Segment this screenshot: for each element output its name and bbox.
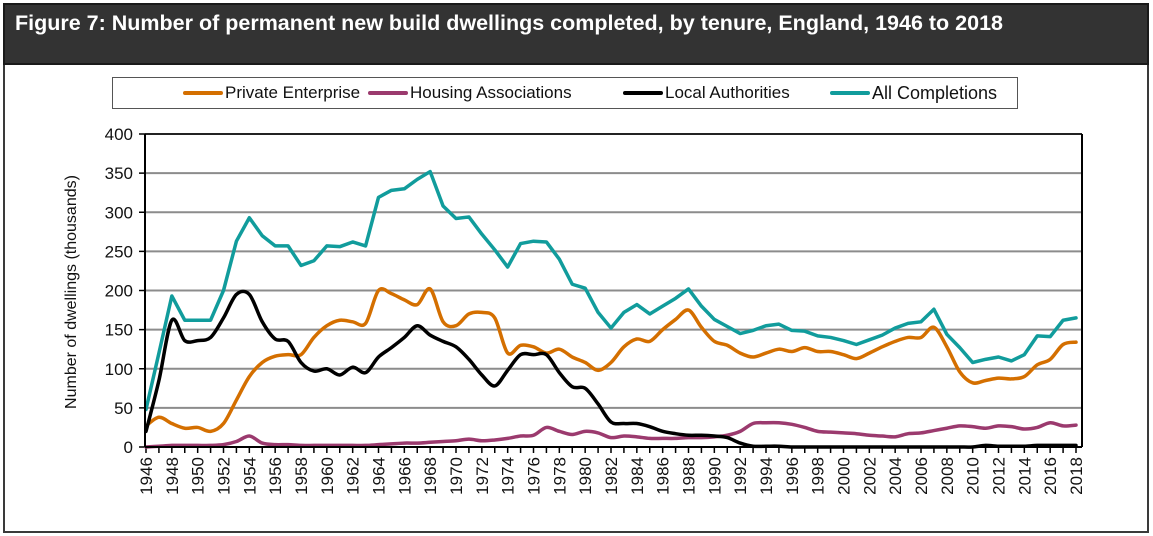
x-tick-label: 1964 <box>370 457 389 495</box>
y-tick-label: 150 <box>105 321 133 340</box>
y-tick-label: 300 <box>105 203 133 222</box>
x-tick-label: 1994 <box>757 457 776 495</box>
x-tick-label: 1980 <box>576 457 595 495</box>
legend-item-local-authorities: Local Authorities <box>623 78 790 108</box>
x-tick-label: 1974 <box>499 457 518 495</box>
x-tick-label: 2004 <box>886 457 905 495</box>
axes <box>144 133 1083 448</box>
x-tick-label: 1996 <box>783 457 802 495</box>
y-tick-label: 400 <box>105 125 133 144</box>
legend-swatch-private-enterprise <box>183 91 223 95</box>
x-tick-label: 1990 <box>705 457 724 495</box>
x-tick-label: 1976 <box>525 457 544 495</box>
y-axis-label: Number of dwellings (thousands) <box>63 175 80 409</box>
x-tick-label: 1970 <box>447 457 466 495</box>
x-tick-label: 2014 <box>1015 457 1034 495</box>
legend-item-housing-associations: Housing Associations <box>368 78 572 108</box>
y-tick-label: 50 <box>114 399 133 418</box>
x-tick-label: 1962 <box>344 457 363 495</box>
legend-swatch-housing-associations <box>368 91 408 95</box>
x-tick-label: 1946 <box>137 457 156 495</box>
x-tick-label: 1986 <box>654 457 673 495</box>
legend-label: Housing Associations <box>410 83 572 102</box>
x-tick-label: 1950 <box>189 457 208 495</box>
title-bar: Figure 7: Number of permanent new build … <box>3 3 1149 65</box>
x-axis: 1946 1948 1950 1952 1954 1956 1958 1960 1962 1964… <box>137 447 1086 495</box>
x-tick-label: 1984 <box>628 457 647 495</box>
series-line-housing-associations <box>144 420 1078 449</box>
legend: Private Enterprise Housing Associations … <box>112 77 1018 109</box>
x-tick-label: 2018 <box>1067 457 1086 495</box>
x-tick-label: 1954 <box>240 457 259 495</box>
x-tick-label: 1956 <box>266 457 285 495</box>
legend-swatch-local-authorities <box>623 91 663 95</box>
legend-swatch-all-completions <box>830 91 870 95</box>
x-tick-label: 2000 <box>835 457 854 495</box>
x-tick-label: 1958 <box>292 457 311 495</box>
y-tick-label: 200 <box>105 282 133 301</box>
x-tick-label: 1978 <box>550 457 569 495</box>
x-tick-label: 1960 <box>318 457 337 495</box>
chart-title: Figure 7: Number of permanent new build … <box>15 11 1003 35</box>
y-tick-label: 0 <box>124 438 133 457</box>
x-tick-label: 2012 <box>990 457 1009 495</box>
legend-label: Private Enterprise <box>225 83 361 102</box>
x-tick-label: 2006 <box>912 457 931 495</box>
x-tick-label: 1988 <box>680 457 699 495</box>
x-tick-label: 1948 <box>163 457 182 495</box>
x-tick-label: 2010 <box>964 457 983 495</box>
series-line-all-completions <box>144 169 1078 412</box>
x-tick-label: 1952 <box>215 457 234 495</box>
x-tick-label: 2002 <box>860 457 879 495</box>
legend-label: All Completions <box>872 82 998 103</box>
series-line-private-enterprise <box>144 286 1078 434</box>
x-tick-label: 2016 <box>1041 457 1060 495</box>
y-tick-label: 100 <box>105 360 133 379</box>
y-tick-label: 350 <box>105 164 133 183</box>
x-tick-label: 1982 <box>602 457 621 495</box>
y-axis: 0 50 100 150 200 250 300 350 400 <box>105 125 145 457</box>
x-tick-label: 2008 <box>938 457 957 495</box>
x-tick-label: 1968 <box>421 457 440 495</box>
legend-label: Local Authorities <box>665 83 790 102</box>
legend-item-all-completions: All Completions <box>830 78 997 108</box>
gridlines <box>145 133 1082 409</box>
x-tick-label: 1998 <box>809 457 828 495</box>
x-tick-label: 1992 <box>731 457 750 495</box>
y-tick-label: 250 <box>105 242 133 261</box>
legend-item-private-enterprise: Private Enterprise <box>183 78 360 108</box>
x-tick-label: 1966 <box>395 457 414 495</box>
x-tick-label: 1972 <box>473 457 492 495</box>
